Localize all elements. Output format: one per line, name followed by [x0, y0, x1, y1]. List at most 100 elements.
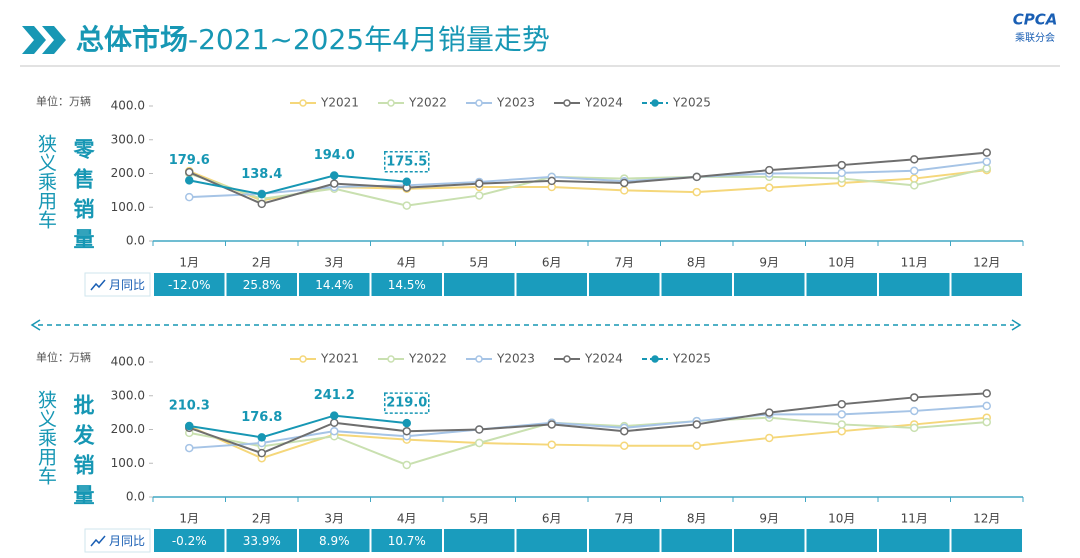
series-line — [189, 160, 987, 199]
legend-marker — [387, 355, 395, 363]
x-tick-label: 9月 — [759, 512, 779, 526]
series-marker — [620, 186, 629, 195]
table-value: 10.7% — [388, 534, 426, 548]
series-marker — [620, 441, 629, 450]
series-marker — [837, 168, 846, 178]
series-marker — [402, 177, 411, 187]
table-value: 33.9% — [243, 534, 281, 548]
series-marker — [692, 172, 701, 182]
table-value: -12.0% — [168, 278, 210, 292]
side-label: 狭义乘用车 — [35, 134, 57, 229]
table-value: 14.5% — [388, 278, 426, 292]
series-marker — [910, 166, 919, 176]
y-tick-label: 300.0 — [111, 132, 145, 146]
data-label: 175.5 — [386, 154, 427, 169]
divider — [30, 319, 1022, 331]
x-tick-label: 2月 — [252, 512, 272, 526]
series-marker — [910, 181, 919, 190]
series-marker — [982, 417, 991, 427]
table-cell — [661, 529, 732, 552]
series-marker — [910, 155, 919, 164]
x-tick-label: 10月 — [828, 512, 855, 526]
table-label: 月同比 — [109, 278, 145, 292]
legend-label: Y2025 — [672, 352, 711, 366]
x-tick-label: 2月 — [252, 256, 272, 270]
data-label: 194.0 — [314, 148, 355, 163]
y-tick-label: 400.0 — [111, 99, 145, 113]
series-marker — [475, 179, 484, 188]
series-marker — [402, 460, 411, 470]
y-tick-label: 200.0 — [111, 422, 145, 436]
series-marker — [257, 190, 266, 199]
data-label: 241.2 — [314, 388, 355, 403]
legend-label: Y2025 — [672, 96, 711, 110]
series-marker — [402, 201, 411, 210]
series-marker — [257, 199, 266, 209]
legend-label: Y2021 — [320, 96, 359, 110]
series-marker — [765, 165, 774, 175]
series-marker — [257, 433, 266, 442]
legend-label: Y2023 — [496, 352, 535, 366]
series-marker — [765, 183, 774, 192]
series-line — [189, 174, 407, 196]
series-line — [188, 167, 987, 207]
data-label: 138.4 — [241, 167, 282, 182]
x-tick-label: 12月 — [973, 512, 1000, 526]
series-marker — [982, 401, 991, 411]
title-icon — [22, 26, 66, 54]
series-line — [189, 404, 987, 450]
series-marker — [547, 440, 556, 449]
legend-label: Y2023 — [496, 96, 535, 110]
table-cell — [371, 529, 442, 552]
x-tick-label: 3月 — [324, 512, 344, 526]
unit-label: 单位：万辆 — [36, 350, 91, 364]
x-tick-label: 5月 — [469, 512, 489, 526]
y-tick-label: 400.0 — [111, 355, 145, 369]
series-marker — [257, 448, 266, 458]
series-marker — [982, 164, 991, 173]
table-value: 8.9% — [319, 534, 350, 548]
x-tick-label: 3月 — [324, 256, 344, 270]
table-label-cell — [84, 528, 151, 553]
x-tick-label: 4月 — [397, 256, 417, 270]
x-tick-label: 8月 — [687, 512, 707, 526]
logo-sub: 乘联分会 — [1015, 31, 1055, 44]
series-marker — [910, 406, 919, 416]
name-label: 批发销量 — [71, 394, 95, 514]
legend-label: Y2022 — [408, 96, 447, 110]
series-marker — [330, 179, 339, 188]
table-cell — [734, 273, 805, 296]
trend-icon — [90, 279, 106, 291]
legend-marker — [563, 355, 571, 363]
series-marker — [475, 438, 484, 448]
series-marker — [547, 176, 556, 186]
table-cell — [299, 273, 370, 296]
series-marker — [837, 426, 846, 436]
table-cell — [879, 529, 950, 552]
table-cell — [444, 273, 515, 296]
series-marker — [910, 393, 919, 402]
y-tick-label: 100.0 — [111, 456, 145, 470]
table-cell — [661, 273, 732, 296]
series-line — [189, 414, 407, 439]
table-cell — [951, 529, 1022, 552]
table-cell — [299, 529, 370, 552]
series-marker — [620, 178, 629, 188]
x-tick-label: 6月 — [542, 256, 562, 270]
series-marker — [402, 418, 411, 428]
series-marker — [837, 410, 846, 419]
series-marker — [982, 389, 991, 398]
table-cell — [516, 529, 587, 552]
x-tick-label: 11月 — [901, 512, 928, 526]
x-tick-label: 5月 — [469, 256, 489, 270]
series-line — [188, 392, 987, 455]
table-cell — [226, 529, 297, 552]
series-marker — [982, 157, 991, 166]
series-line — [188, 151, 987, 205]
series-marker — [475, 425, 484, 434]
series-marker — [185, 443, 194, 453]
table-label: 月同比 — [109, 534, 145, 548]
unit-label: 单位：万辆 — [36, 94, 91, 108]
data-label: 176.8 — [241, 410, 282, 425]
